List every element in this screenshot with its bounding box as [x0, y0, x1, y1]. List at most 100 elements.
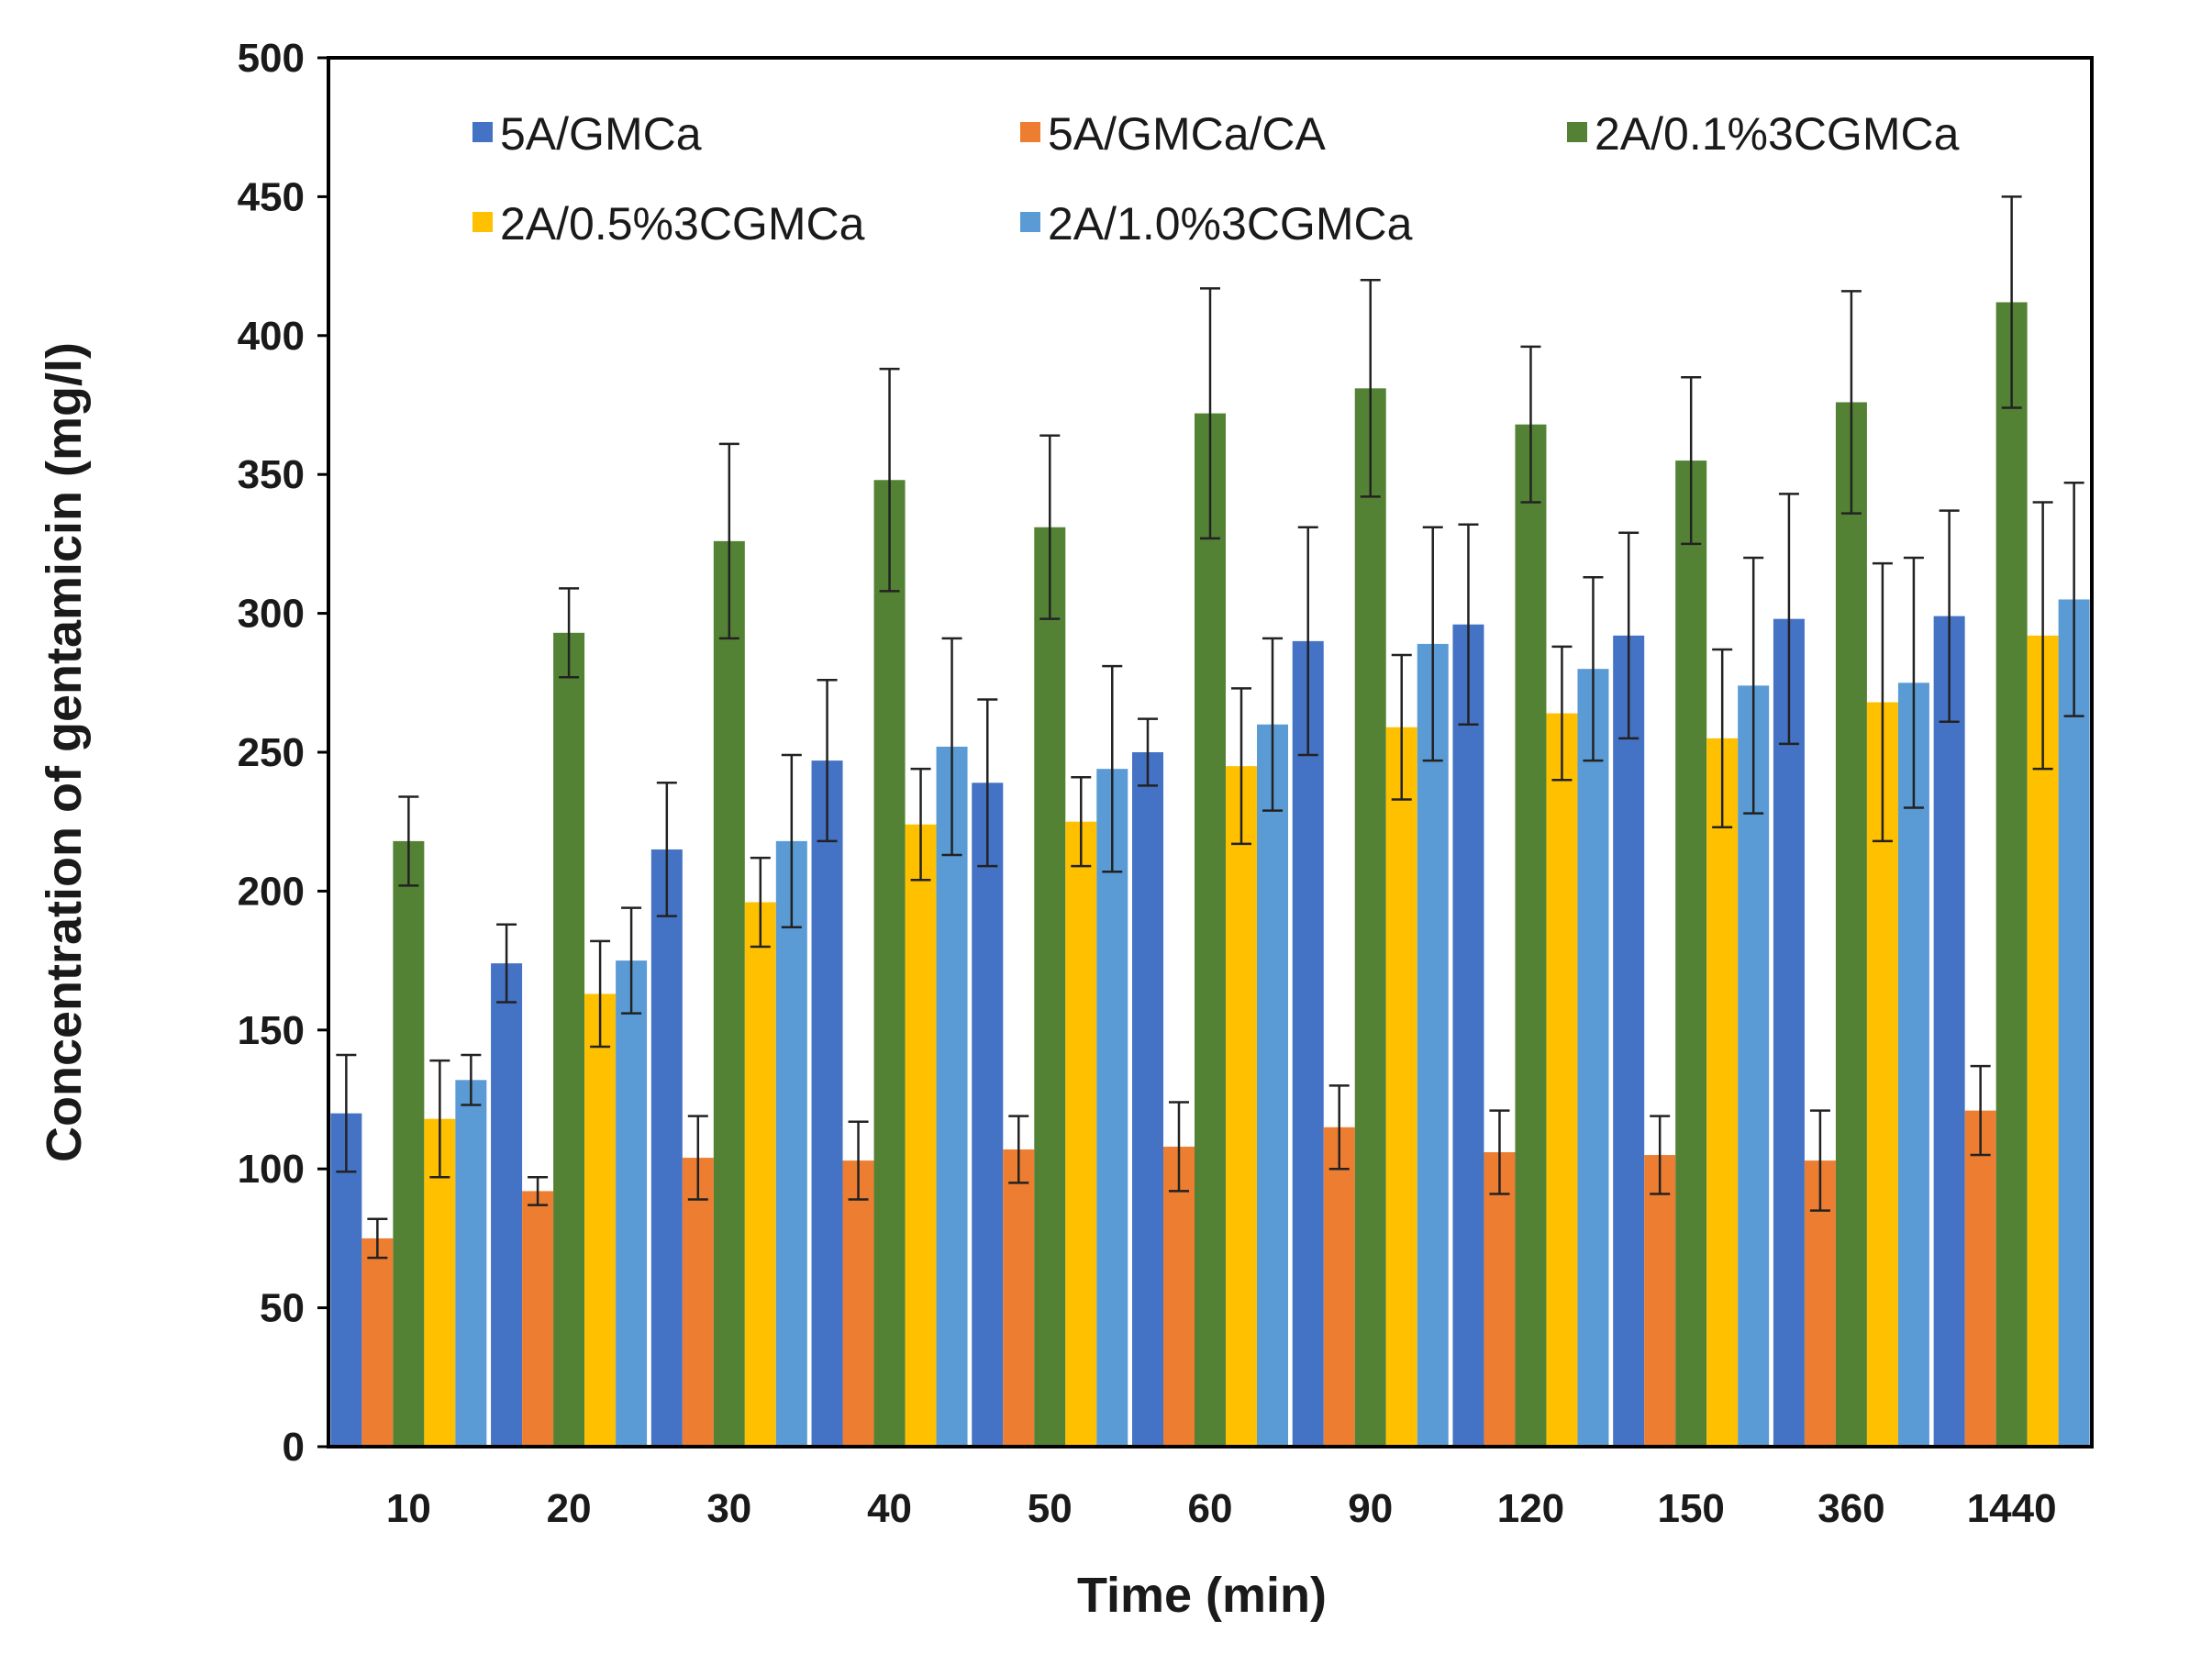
error-bar-2-30: [687, 1115, 708, 1201]
error-bar-1-40: [817, 679, 838, 843]
legend-label-2: 5A/GMCa/CA: [1048, 108, 1327, 160]
bar-1-150: [1613, 635, 1645, 1447]
error-bar-5-10: [461, 1053, 482, 1106]
error-bar-5-150: [1743, 556, 1764, 815]
error-bar-2-40: [848, 1120, 869, 1201]
bar-4-60: [1226, 766, 1257, 1447]
error-bar-4-10: [429, 1059, 450, 1179]
bar-5-40: [936, 746, 968, 1447]
error-bar-2-20: [528, 1176, 549, 1206]
x-axis-ticks: 10 20 30 40 50 60 90 120 150 360 1440: [386, 1486, 2057, 1531]
y-tick-label-350: 350: [238, 452, 305, 497]
bar-4-40: [905, 824, 937, 1447]
bars-layer: [330, 302, 2090, 1448]
bar-3-50: [1034, 527, 1066, 1447]
x-tick-label-360: 360: [1817, 1486, 1884, 1531]
bar-5-50: [1096, 769, 1128, 1447]
error-bar-5-40: [941, 637, 962, 857]
error-bar-4-120: [1551, 645, 1573, 782]
x-tick-label-20: 20: [547, 1486, 592, 1531]
bar-5-1440: [2058, 599, 2090, 1447]
x-tick-label-60: 60: [1188, 1486, 1233, 1531]
legend: 5A/GMCa 5A/GMCa/CA 2A/0.1%3CGMCa 2A/0.5%3CG…: [472, 108, 1960, 250]
legend-label-3: 2A/0.1%3CGMCa: [1595, 108, 1960, 160]
bar-5-20: [616, 960, 648, 1447]
error-bar-4-40: [910, 767, 931, 882]
bar-2-90: [1323, 1127, 1355, 1447]
error-bar-5-120: [1583, 575, 1604, 762]
bar-1-30: [650, 849, 683, 1447]
bar-3-150: [1675, 461, 1707, 1447]
error-bar-4-1440: [2032, 501, 2053, 771]
bar-4-30: [744, 902, 776, 1447]
legend-label-1: 5A/GMCa: [500, 108, 702, 160]
legend-label-4: 2A/0.5%3CGMCa: [500, 198, 865, 250]
error-bar-1-20: [496, 923, 517, 1004]
legend-swatch-5: [1020, 212, 1040, 232]
bar-3-10: [393, 840, 425, 1447]
bar-2-30: [682, 1158, 714, 1447]
error-bar-1-360: [1778, 493, 1799, 746]
error-bar-3-360: [1840, 290, 1862, 515]
error-bar-3-150: [1681, 375, 1702, 546]
bar-4-20: [584, 993, 617, 1447]
error-bar-1-120: [1458, 523, 1479, 726]
bar-2-40: [842, 1160, 874, 1447]
y-tick-label-450: 450: [238, 174, 305, 219]
bar-3-90: [1354, 388, 1386, 1447]
y-tick-label-200: 200: [238, 869, 305, 914]
bar-3-1440: [1995, 302, 2028, 1447]
bar-3-40: [873, 480, 906, 1447]
bar-4-150: [1706, 738, 1739, 1447]
bar-3-120: [1515, 424, 1547, 1447]
error-bars-layer: [336, 195, 2084, 1260]
error-bar-3-120: [1520, 345, 1541, 504]
bar-1-60: [1132, 752, 1163, 1447]
y-axis-title: Concentration of gentamicin (mg/l): [37, 342, 92, 1162]
x-axis-title: Time (min): [1077, 1568, 1327, 1623]
legend-swatch-2: [1020, 122, 1040, 142]
y-tick-label-300: 300: [238, 592, 305, 637]
error-bar-3-30: [718, 442, 739, 640]
bar-5-10: [455, 1080, 487, 1447]
y-tick-label-100: 100: [238, 1147, 305, 1192]
x-tick-label-150: 150: [1657, 1486, 1724, 1531]
error-bar-4-30: [750, 856, 771, 949]
error-bar-4-20: [590, 939, 611, 1049]
error-bar-1-1440: [1939, 509, 1960, 723]
error-bar-1-10: [336, 1053, 357, 1173]
y-tick-label-0: 0: [283, 1425, 305, 1470]
x-tick-label-120: 120: [1497, 1486, 1564, 1531]
bar-4-50: [1065, 821, 1097, 1447]
error-bar-4-60: [1231, 687, 1251, 846]
y-tick-label-400: 400: [238, 314, 305, 359]
error-bar-2-1440: [1970, 1064, 1991, 1157]
y-tick-label-50: 50: [260, 1286, 305, 1331]
bar-2-60: [1163, 1146, 1195, 1447]
bar-1-90: [1292, 640, 1324, 1447]
bar-5-90: [1417, 643, 1449, 1447]
bar-1-360: [1773, 618, 1805, 1447]
bar-1-20: [491, 963, 523, 1447]
bar-5-30: [775, 840, 807, 1447]
error-bar-5-90: [1422, 526, 1443, 762]
error-bar-3-90: [1360, 278, 1381, 498]
error-bar-2-90: [1328, 1084, 1350, 1171]
error-bar-3-60: [1200, 287, 1220, 540]
legend-swatch-3: [1567, 122, 1587, 142]
error-bar-2-60: [1169, 1101, 1189, 1193]
error-bar-3-1440: [2001, 195, 2022, 409]
legend-swatch-4: [472, 212, 493, 232]
x-tick-label-10: 10: [386, 1486, 431, 1531]
bar-1-50: [972, 783, 1004, 1447]
error-bar-4-50: [1071, 776, 1092, 868]
error-bar-2-150: [1650, 1115, 1671, 1195]
error-bar-3-40: [879, 367, 900, 593]
y-tick-label-250: 250: [238, 730, 305, 775]
bar-2-50: [1003, 1149, 1035, 1447]
error-bar-4-150: [1712, 648, 1733, 829]
y-axis-ticks: 0 50 100 150 200 250 300 350 400 450 500: [238, 36, 328, 1470]
legend-swatch-1: [472, 122, 493, 142]
error-bar-1-60: [1138, 717, 1158, 787]
